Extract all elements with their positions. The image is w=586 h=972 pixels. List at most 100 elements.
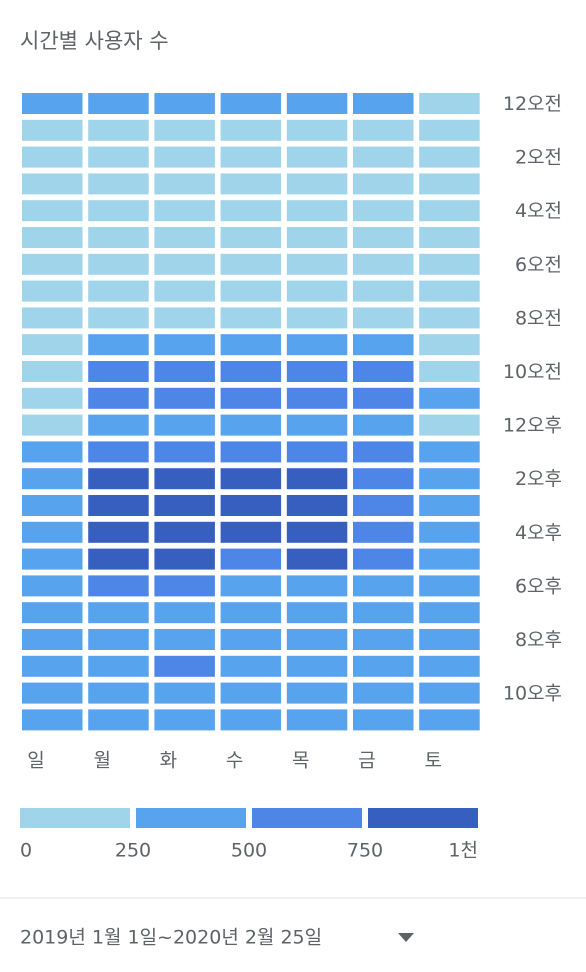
heat-cell xyxy=(353,253,414,275)
legend-tick-label: 250 xyxy=(115,840,151,862)
heat-cell xyxy=(353,146,414,168)
x-tick-label: 금 xyxy=(358,750,375,772)
heat-cell xyxy=(286,709,348,731)
heat-cell xyxy=(286,361,348,382)
heat-cell xyxy=(154,361,215,382)
heat-cell xyxy=(286,200,348,222)
heat-cell xyxy=(22,119,83,141)
heat-cell xyxy=(154,280,215,302)
y-tick-label: 10오전 xyxy=(503,361,562,383)
heat-cell xyxy=(22,548,83,570)
heat-cell xyxy=(154,334,215,356)
heat-cell xyxy=(353,548,414,570)
heat-cell xyxy=(88,495,149,516)
heat-cell xyxy=(88,521,149,543)
heat-cell xyxy=(154,709,215,731)
heat-cell xyxy=(353,93,414,114)
heat-cell xyxy=(154,414,215,436)
heat-cell xyxy=(88,682,149,704)
heat-cell xyxy=(154,173,215,195)
heat-cell xyxy=(22,173,83,195)
heat-cell xyxy=(419,361,480,382)
heat-cell xyxy=(22,709,83,731)
legend-swatch xyxy=(20,808,130,828)
heat-cell xyxy=(220,93,282,114)
date-range[interactable]: 2019년 1월 1일~2020년 2월 25일 xyxy=(20,927,322,949)
heat-cell xyxy=(419,709,480,731)
heat-cell xyxy=(419,334,480,356)
heat-cell xyxy=(88,227,149,248)
heat-cell xyxy=(419,173,480,195)
heat-cell xyxy=(22,441,83,463)
heat-cell xyxy=(22,361,83,382)
heat-cell xyxy=(154,441,215,463)
dropdown-arrow[interactable] xyxy=(398,933,414,942)
heat-cell xyxy=(419,414,480,436)
heat-cell xyxy=(419,468,480,490)
legend-swatch xyxy=(368,808,478,828)
heat-cell xyxy=(220,307,282,329)
heat-cell xyxy=(154,629,215,650)
heat-cell xyxy=(22,468,83,490)
y-tick-label: 2오후 xyxy=(515,468,562,490)
heat-cell xyxy=(88,93,149,114)
date-range-selector[interactable]: 2019년 1월 1일~2020년 2월 25일 xyxy=(20,927,414,949)
heat-cell xyxy=(88,575,149,597)
heat-cell xyxy=(154,253,215,275)
heat-cell xyxy=(154,307,215,329)
legend-tick-label: 750 xyxy=(347,840,383,862)
heat-cell xyxy=(88,629,149,650)
heat-cell xyxy=(154,93,215,114)
heat-cell xyxy=(419,655,480,677)
y-tick-label: 2오전 xyxy=(515,147,562,169)
heat-cell xyxy=(220,575,282,597)
heat-cell xyxy=(220,602,282,624)
heat-cell xyxy=(22,682,83,704)
heat-cell xyxy=(22,602,83,624)
heat-cell xyxy=(154,495,215,516)
heat-cell xyxy=(286,173,348,195)
heat-cell xyxy=(88,655,149,677)
heat-cell xyxy=(22,334,83,356)
heat-cell xyxy=(419,307,480,329)
x-tick-label: 일 xyxy=(27,750,44,772)
heat-cell xyxy=(220,146,282,168)
legend-tick-label: 500 xyxy=(231,840,267,862)
heat-cell xyxy=(419,253,480,275)
heat-cell xyxy=(353,495,414,516)
heat-cell xyxy=(220,441,282,463)
heat-cell xyxy=(220,682,282,704)
heat-cell xyxy=(88,709,149,731)
heat-cell xyxy=(353,334,414,356)
heat-cell xyxy=(22,521,83,543)
x-tick-label: 화 xyxy=(160,750,177,772)
heat-cell xyxy=(88,119,149,141)
heat-cell xyxy=(419,495,480,516)
heat-cell xyxy=(286,387,348,409)
heat-cell xyxy=(22,227,83,248)
y-tick-label: 10오후 xyxy=(503,683,562,705)
x-tick-label: 토 xyxy=(424,750,441,772)
heat-cell xyxy=(220,227,282,248)
heat-cell xyxy=(154,682,215,704)
heat-cell xyxy=(286,575,348,597)
heat-cell xyxy=(353,709,414,731)
heat-cell xyxy=(419,146,480,168)
heat-cell xyxy=(88,548,149,570)
y-tick-label: 4오후 xyxy=(515,522,562,544)
heat-cell xyxy=(353,468,414,490)
heat-cell xyxy=(22,414,83,436)
card-title: 시간별 사용자 수 xyxy=(20,29,169,53)
heat-cell xyxy=(220,655,282,677)
y-tick-label: 8오전 xyxy=(515,307,562,329)
heat-cell xyxy=(88,361,149,382)
x-tick-label: 월 xyxy=(93,750,110,772)
heat-cell xyxy=(88,200,149,222)
heat-cell xyxy=(286,414,348,436)
heat-cell xyxy=(220,253,282,275)
heat-cell xyxy=(419,119,480,141)
heat-cell xyxy=(353,521,414,543)
x-tick-label: 목 xyxy=(292,750,309,772)
heat-cell xyxy=(88,441,149,463)
